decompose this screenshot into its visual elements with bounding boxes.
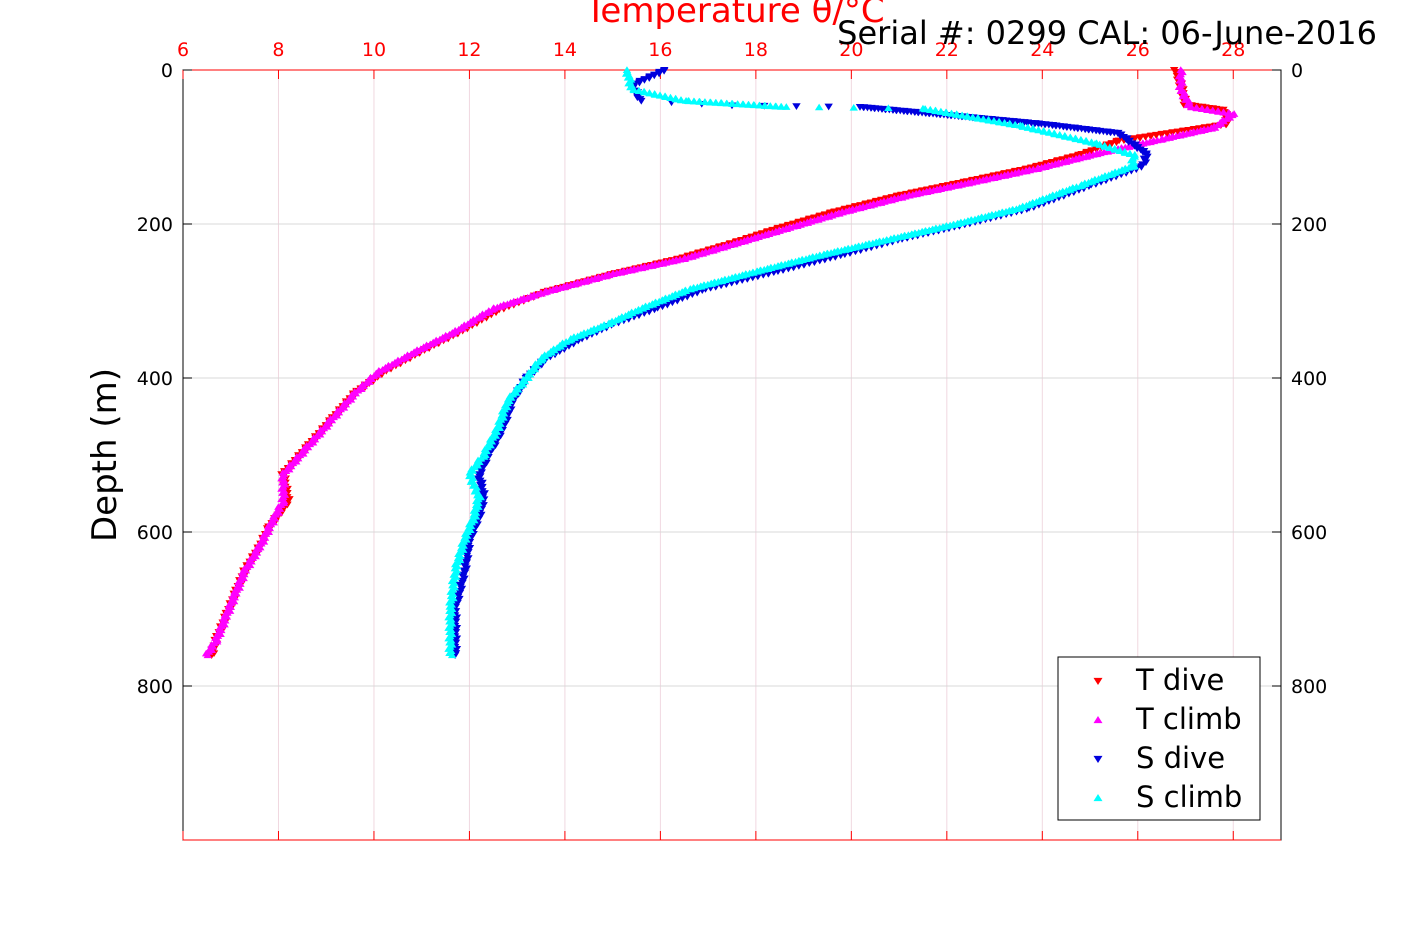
y-tick-label-right: 0 (1291, 60, 1303, 82)
data-point (824, 103, 833, 111)
y-tick-label-left: 800 (137, 676, 173, 698)
y-tick-label-left: 200 (137, 214, 173, 236)
y-tick-label-right: 200 (1291, 214, 1327, 236)
series-t-climb (201, 66, 1239, 659)
x-tick-label: 24 (1030, 39, 1054, 61)
y-axis-label: Depth (m) (85, 368, 125, 542)
y-tick-label-left: 400 (137, 368, 173, 390)
data-point (472, 483, 482, 491)
x-tick-label: 6 (177, 39, 189, 61)
y-tick-label-right: 800 (1291, 676, 1327, 698)
legend-label-s-climb: S climb (1136, 780, 1242, 814)
x-tick-label: 14 (553, 39, 577, 61)
data-point (918, 104, 928, 112)
x-tick-label: 16 (648, 39, 672, 61)
data-point (1182, 94, 1191, 102)
data-point (1185, 97, 1194, 105)
data-point (491, 426, 500, 433)
data-point (637, 97, 646, 105)
data-point (849, 103, 858, 111)
data-point (479, 463, 488, 471)
chart-title: Temperature θ/°C (584, 0, 884, 31)
x-tick-label: 8 (272, 39, 284, 61)
y-tick-label-right: 600 (1291, 522, 1327, 544)
legend-marker (1093, 715, 1103, 724)
data-point (884, 104, 893, 112)
data-point (814, 103, 824, 111)
x-tick-label: 12 (457, 39, 481, 61)
data-point (474, 489, 483, 497)
data-point (1180, 89, 1189, 96)
data-point (476, 493, 485, 501)
y-ticks: 0 0 200 200 400 400 600 600 800 800 (137, 60, 1328, 698)
data-point (219, 614, 228, 622)
data-point (468, 474, 478, 482)
x-tick-label: 28 (1221, 39, 1245, 61)
legend-label-s-dive: S dive (1136, 741, 1225, 775)
data-point (1143, 153, 1152, 161)
x-ticks: 6 8 10 12 14 16 18 20 22 24 26 28 (177, 39, 1245, 840)
data-point (228, 591, 238, 599)
y-tick-label-left: 600 (137, 522, 173, 544)
data-point (1176, 66, 1185, 73)
x-tick-label: 22 (935, 39, 959, 61)
legend-box (1057, 656, 1261, 821)
data-point (792, 103, 801, 110)
data-point (1141, 159, 1151, 167)
x-tick-label: 26 (1126, 39, 1150, 61)
legend-marker (1093, 793, 1103, 802)
series (201, 66, 1239, 659)
legend-marker (1093, 755, 1103, 764)
data-point (477, 469, 486, 477)
data-point (1186, 103, 1196, 110)
x-tick-label: 10 (362, 39, 386, 61)
series-s-climb (444, 66, 1140, 659)
series-s-dive (449, 67, 1152, 659)
legend-label-t-dive: T dive (1135, 663, 1224, 697)
legend-markers (1093, 677, 1103, 802)
data-point (238, 568, 247, 576)
data-point (622, 66, 632, 73)
legend-marker (1093, 677, 1103, 686)
legend-label-t-climb: T climb (1135, 702, 1242, 736)
x-tick-label: 18 (744, 39, 768, 61)
data-point (468, 514, 477, 522)
x-tick-label: 20 (839, 39, 863, 61)
legend: T dive T climb S dive S climb (1057, 656, 1261, 821)
y-tick-label-left: 0 (161, 60, 173, 82)
y-tick-label-right: 400 (1291, 368, 1327, 390)
data-point (470, 480, 479, 487)
serial-subtitle: Serial #: 0299 CAL: 06-June-2016 (837, 14, 1377, 52)
